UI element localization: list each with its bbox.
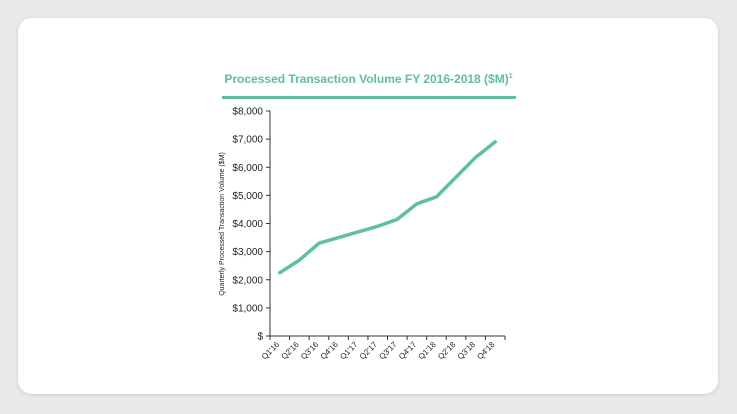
- x-tick-label: Q3'18: [456, 340, 478, 362]
- x-tick-label: Q1'16: [260, 340, 282, 362]
- x-tick-label: Q2'18: [436, 340, 458, 362]
- y-tick-label: $3,000: [232, 247, 263, 258]
- y-tick-label: $8,000: [232, 107, 263, 118]
- y-tick-label: $2,000: [232, 275, 263, 286]
- y-tick-label: $4,000: [232, 219, 263, 230]
- chart-title: Processed Transaction Volume FY 2016-201…: [0, 72, 737, 86]
- y-tick-label: $1,000: [232, 303, 263, 314]
- y-tick-label: $5,000: [232, 191, 263, 202]
- x-tick-label: Q3'16: [299, 340, 321, 362]
- x-tick-label: Q4'16: [319, 340, 341, 362]
- chart-title-text: Processed Transaction Volume FY 2016-201…: [224, 72, 509, 86]
- y-tick-label: $7,000: [232, 135, 263, 146]
- title-underline: [222, 96, 516, 99]
- x-tick-label: Q1'17: [338, 340, 360, 362]
- x-tick-label: Q2'16: [279, 340, 301, 362]
- chart-card: [18, 18, 718, 394]
- series-layer: [278, 140, 497, 275]
- y-axis: $ $1,000 $2,000 $3,000 $4,000 $5,000 $6,000 $7,…: [232, 107, 271, 343]
- y-axis-label: Quarterly Processed Transaction Volume (…: [219, 152, 226, 296]
- x-tick-label: Q4'17: [397, 340, 419, 362]
- x-tick-label: Q2'17: [358, 340, 380, 362]
- x-tick-label: Q1'18: [417, 340, 439, 362]
- x-tick-label: Q3'17: [377, 340, 399, 362]
- y-tick-label: $6,000: [232, 163, 263, 174]
- title-footnote-marker: 1: [508, 73, 513, 80]
- y-tick-label: $: [257, 332, 263, 343]
- series-line: [278, 140, 497, 275]
- x-axis: Q1'16Q2'16Q3'16Q4'16Q1'17Q2'17Q3'17Q4'17…: [260, 335, 506, 362]
- x-tick-label: Q4'18: [475, 340, 497, 362]
